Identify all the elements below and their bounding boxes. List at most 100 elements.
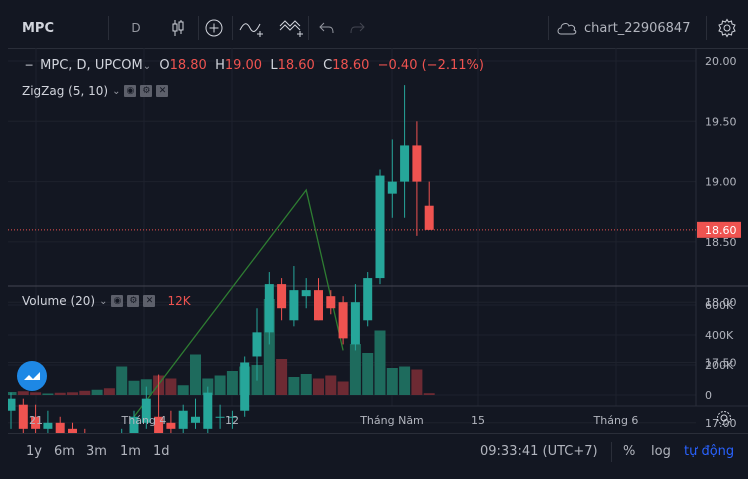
price-tick-label: 19.50 [705,115,737,128]
candle-body [55,422,65,433]
high-value: 19.00 [224,58,263,73]
redo-icon[interactable] [342,8,372,48]
price-tick-label: 18.50 [705,236,737,249]
interval-button[interactable]: D [131,21,141,35]
volume-tick-label: 200K [705,359,734,372]
candle-body [326,296,336,309]
candle-body [154,416,164,433]
price-tick-label: 20.00 [705,55,737,68]
volume-bar [226,371,238,395]
candle-body [314,290,323,321]
open-label: O [159,58,170,73]
zigzag-legend: ZigZag (5, 10) ⌄ ◉ ⚙ ✕ [22,84,169,98]
price-tick-label: 17.00 [705,417,737,430]
volume-tick-label: 0 [705,389,712,402]
tradingview-logo-icon[interactable] [17,361,47,391]
change-value: −0.40 (−2.11%) [377,58,484,73]
chart-area[interactable]: 20.0019.5019.0018.5018.0017.5017.0016.50… [8,48,748,433]
volume-bar [8,392,17,395]
volume-bar [288,377,300,395]
low-value: 18.60 [277,58,315,73]
volume-bar [116,366,128,395]
gear-icon[interactable] [706,8,748,48]
volume-bar [67,392,78,395]
high-label: H [215,58,225,73]
save-layout-button[interactable]: chart_22906847 [556,8,706,48]
candle-body [301,290,311,297]
candle-body [178,410,188,429]
log-scale-button[interactable]: log [651,444,671,459]
current-price-tag [697,221,741,238]
volume-bar [17,391,29,395]
candle-body [375,175,385,279]
candle-body [338,302,348,339]
candles [8,85,434,433]
close-value: 18.60 [332,58,370,73]
indicators-icon[interactable] [232,8,272,48]
volume-bar [30,392,42,395]
eye-icon[interactable]: ◉ [111,295,124,307]
legend-symbol[interactable]: MPC, D, UPCOM [40,58,143,73]
undo-icon[interactable] [312,8,342,48]
chevron-down-icon[interactable]: ⌄ [142,61,152,72]
candle-body [350,302,360,345]
candle-body [215,416,225,418]
price-tick-label: 18.00 [705,296,737,309]
volume-bar [374,330,386,395]
price-tick-label: 17.50 [705,357,737,370]
volume-bar [349,344,361,395]
templates-icon[interactable] [272,8,312,48]
toolbar-divider [308,16,309,40]
candle-body [191,416,200,423]
range-1y-button[interactable]: 1y [26,444,42,459]
volume-bar [128,380,140,395]
toolbar-divider [548,16,549,40]
time-tick-label: 15 [471,414,485,427]
chevron-down-icon[interactable]: ⌄ [112,85,121,97]
toolbar-divider [108,16,109,40]
candle-body [8,398,16,411]
zigzag-label[interactable]: ZigZag (5, 10) [22,84,109,98]
volume-bar [103,388,115,395]
volume-label[interactable]: Volume (20) [22,294,96,308]
candle-body [252,332,262,357]
chart-name-label: chart_22906847 [584,20,691,36]
candle-body [289,290,299,321]
gear-icon [720,414,728,422]
eye-icon[interactable]: ◉ [124,85,137,97]
volume-bar [42,393,54,395]
clock-readout[interactable]: 09:33:41 (UTC+7) [480,444,598,459]
candle-body [227,416,237,418]
percent-scale-button[interactable]: % [623,444,636,459]
toolbar-divider [611,442,612,462]
close-icon[interactable]: ✕ [143,295,156,307]
symbol-search-button[interactable]: MPC [22,20,55,36]
candles-icon[interactable] [160,8,196,48]
compare-plus-icon[interactable] [196,8,232,48]
chevron-down-icon[interactable]: ⌄ [99,295,108,307]
gear-icon [717,411,731,425]
collapse-icon[interactable]: ─ [25,59,33,72]
candle-body [400,145,410,182]
volume-bar [399,366,411,395]
volume-bar [325,375,337,395]
auto-scale-button[interactable]: tự động [684,444,735,459]
range-1m-button[interactable]: 1m [120,444,141,459]
time-tick-label: 21 [29,414,43,427]
range-1d-button[interactable]: 1d [153,444,170,459]
volume-bar [411,369,423,395]
range-6m-button[interactable]: 6m [54,444,75,459]
close-icon[interactable]: ✕ [156,85,169,97]
gear-icon[interactable]: ⚙ [140,85,153,97]
candle-body [166,422,176,429]
gear-icon[interactable]: ⚙ [127,295,140,307]
volume-bar [177,385,189,395]
volume-bar [423,393,435,395]
candle-body [264,284,274,333]
range-3m-button[interactable]: 3m [86,444,107,459]
candle-body [424,205,434,230]
volume-value: 12K [167,294,191,308]
open-value: 18.80 [169,58,207,73]
chart-canvas[interactable]: 20.0019.5019.0018.5018.0017.5017.0016.50… [8,48,748,433]
